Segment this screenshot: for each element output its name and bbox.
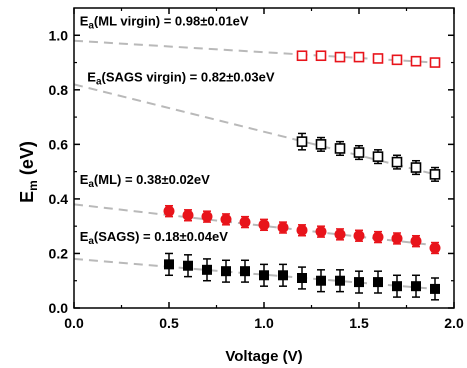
x-tick-label: 2.0	[444, 315, 464, 331]
data-point-ml	[334, 228, 346, 240]
data-point-sags	[335, 275, 345, 286]
data-point-sags	[354, 277, 364, 288]
data-point-sags	[316, 275, 326, 286]
data-point-sags	[430, 283, 440, 294]
data-point-sags	[411, 281, 421, 292]
data-point-ml-virgin	[353, 51, 365, 63]
annotation-sags: Ea(SAGS) = 0.18±0.04eV	[80, 229, 229, 247]
y-tick-label: 0.2	[49, 245, 69, 261]
data-point-ml	[201, 211, 213, 223]
data-point-sags	[297, 273, 307, 283]
x-tick-label: 1.5	[349, 315, 369, 331]
data-point-ml	[315, 226, 327, 238]
annotation-ml: Ea(ML) = 0.38±0.02eV	[80, 172, 210, 190]
y-tick-label: 0.8	[49, 82, 69, 98]
data-point-ml	[391, 232, 403, 244]
data-point-ml-virgin	[410, 55, 422, 67]
data-point-ml-virgin	[372, 53, 384, 64]
data-points	[163, 50, 441, 294]
annotations: Ea(ML virgin) = 0.98±0.01eV Ea(SAGS virgi…	[80, 14, 275, 247]
x-tick-label: 0.5	[159, 315, 179, 331]
data-point-ml	[296, 224, 308, 236]
y-tick-label: 1.0	[49, 27, 69, 43]
data-point-ml-virgin	[334, 51, 346, 63]
annotation-ml-virgin: Ea(ML virgin) = 0.98±0.01eV	[80, 14, 249, 32]
data-point-ml	[239, 216, 251, 228]
y-axis-title-unit: (eV)	[17, 141, 37, 180]
data-point-sags	[221, 266, 231, 277]
data-point-ml-virgin	[391, 54, 403, 66]
y-tick-label: 0.4	[49, 191, 69, 207]
x-tick-label: 0.0	[64, 315, 84, 331]
data-point-ml	[353, 230, 365, 242]
x-axis-title: Voltage (V)	[225, 348, 302, 365]
axes: 0.0 0.5 1.0 1.5 2.0 0.0 0.2 0.4 0.6 0.8 1.0	[49, 7, 464, 331]
data-point-sags	[202, 264, 212, 275]
y-tick-label: 0.6	[49, 136, 69, 152]
data-point-sags-virgin	[334, 143, 346, 154]
y-axis-title-sub: m	[26, 180, 40, 191]
data-point-ml	[258, 219, 270, 231]
data-point-sags	[164, 259, 174, 270]
data-point-sags	[259, 270, 269, 281]
data-point-sags-virgin	[391, 156, 403, 168]
data-point-ml-virgin	[296, 50, 308, 62]
y-tick-label: 0.0	[49, 300, 69, 316]
data-point-ml	[220, 213, 232, 225]
data-point-ml-virgin	[429, 57, 441, 68]
data-point-sags-virgin	[410, 162, 422, 173]
data-point-sags-virgin	[296, 136, 308, 147]
data-point-ml	[163, 205, 175, 217]
x-tick-label: 1.0	[254, 315, 274, 331]
data-point-sags-virgin	[353, 147, 365, 158]
data-point-sags-virgin	[315, 139, 327, 150]
data-point-sags-virgin	[372, 151, 384, 162]
data-point-sags	[392, 281, 402, 292]
data-point-ml	[182, 209, 194, 221]
data-point-sags	[183, 260, 193, 271]
data-point-ml	[429, 242, 441, 254]
y-axis-title: Em (eV)	[17, 141, 40, 203]
data-point-sags	[240, 266, 250, 277]
y-axis-title-main: E	[17, 191, 37, 203]
fit-line-sags-virgin	[73, 83, 436, 176]
data-point-sags-virgin	[429, 169, 441, 180]
data-point-ml-virgin	[315, 50, 327, 62]
data-point-ml	[372, 231, 384, 243]
annotation-sags-virgin: Ea(SAGS virgin) = 0.82±0.03eV	[87, 70, 275, 88]
data-point-sags	[278, 270, 288, 281]
data-point-ml	[277, 222, 289, 234]
data-point-ml	[410, 235, 422, 247]
data-point-sags	[373, 277, 383, 288]
